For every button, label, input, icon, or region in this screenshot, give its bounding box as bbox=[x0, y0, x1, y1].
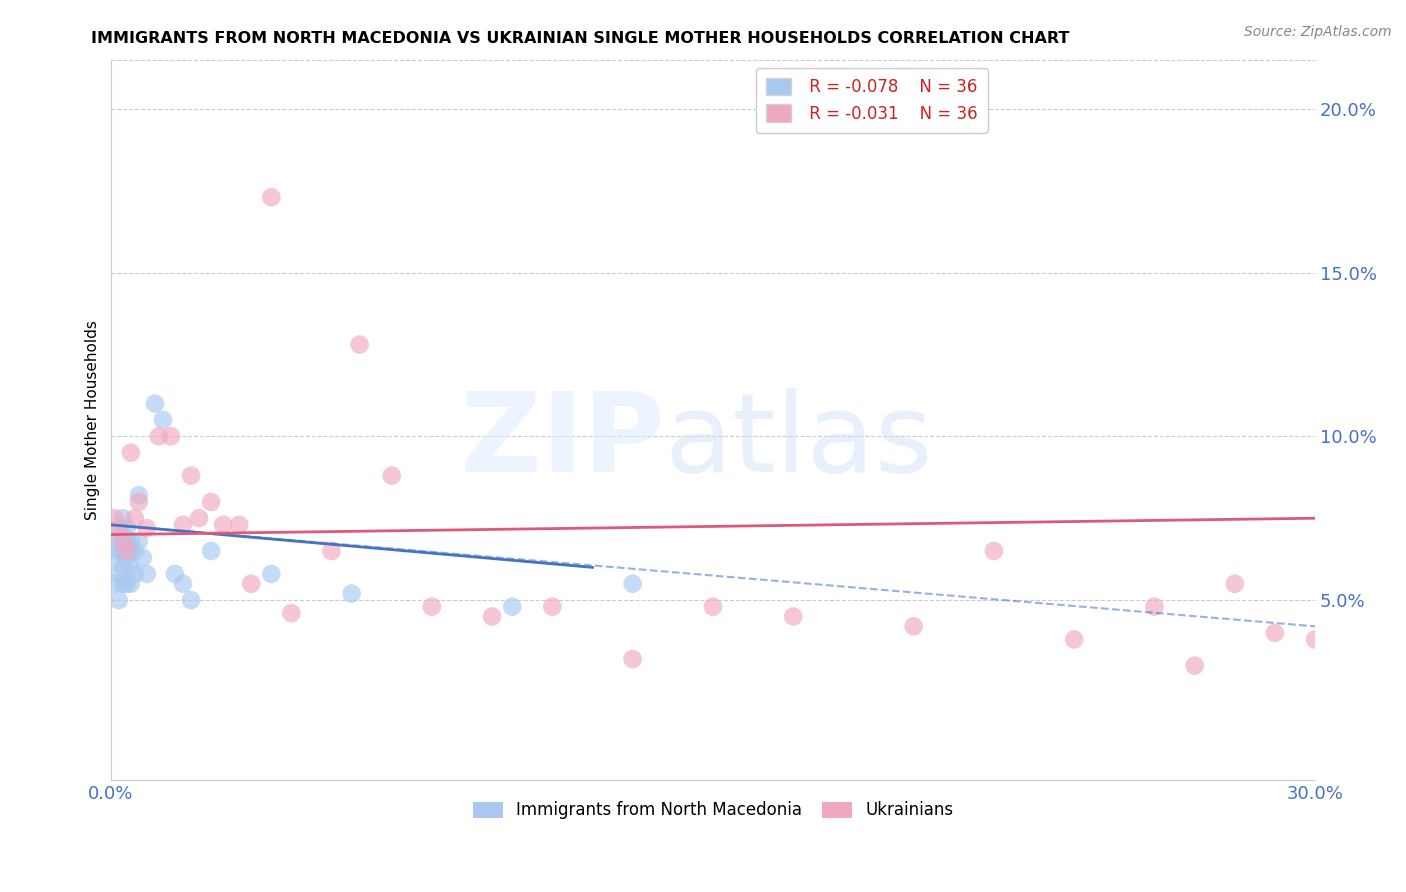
Point bbox=[349, 337, 371, 351]
Point bbox=[115, 521, 138, 535]
Text: Source: ZipAtlas.com: Source: ZipAtlas.com bbox=[1244, 25, 1392, 39]
Point bbox=[104, 550, 127, 565]
Point bbox=[120, 534, 142, 549]
Point bbox=[1063, 632, 1085, 647]
Point bbox=[107, 534, 129, 549]
Text: atlas: atlas bbox=[665, 388, 934, 495]
Point bbox=[172, 576, 194, 591]
Point bbox=[172, 517, 194, 532]
Point bbox=[128, 534, 150, 549]
Point bbox=[180, 593, 202, 607]
Point bbox=[200, 544, 222, 558]
Point bbox=[115, 576, 138, 591]
Point bbox=[212, 517, 235, 532]
Point bbox=[104, 527, 127, 541]
Text: ZIP: ZIP bbox=[461, 388, 665, 495]
Point bbox=[200, 495, 222, 509]
Point bbox=[1303, 632, 1326, 647]
Point bbox=[621, 576, 644, 591]
Point bbox=[1143, 599, 1166, 614]
Point bbox=[120, 576, 142, 591]
Point bbox=[124, 544, 146, 558]
Point bbox=[107, 593, 129, 607]
Point bbox=[983, 544, 1005, 558]
Point bbox=[260, 566, 283, 581]
Point bbox=[340, 586, 363, 600]
Point bbox=[107, 566, 129, 581]
Point bbox=[180, 468, 202, 483]
Point bbox=[124, 566, 146, 581]
Point bbox=[128, 495, 150, 509]
Point bbox=[120, 560, 142, 574]
Point bbox=[1223, 576, 1246, 591]
Point bbox=[188, 511, 211, 525]
Point bbox=[120, 446, 142, 460]
Point bbox=[135, 566, 157, 581]
Point bbox=[115, 544, 138, 558]
Point bbox=[782, 609, 804, 624]
Point bbox=[621, 652, 644, 666]
Text: IMMIGRANTS FROM NORTH MACEDONIA VS UKRAINIAN SINGLE MOTHER HOUSEHOLDS CORRELATIO: IMMIGRANTS FROM NORTH MACEDONIA VS UKRAI… bbox=[91, 31, 1070, 46]
Point bbox=[702, 599, 724, 614]
Point bbox=[240, 576, 263, 591]
Point bbox=[120, 544, 142, 558]
Point bbox=[111, 511, 134, 525]
Point bbox=[260, 190, 283, 204]
Point bbox=[107, 521, 129, 535]
Point bbox=[132, 550, 155, 565]
Point bbox=[111, 544, 134, 558]
Point bbox=[104, 576, 127, 591]
Point bbox=[107, 544, 129, 558]
Point bbox=[163, 566, 186, 581]
Point bbox=[148, 429, 170, 443]
Point bbox=[104, 511, 127, 525]
Point bbox=[1264, 626, 1286, 640]
Point bbox=[541, 599, 564, 614]
Point bbox=[160, 429, 183, 443]
Point bbox=[111, 576, 134, 591]
Y-axis label: Single Mother Households: Single Mother Households bbox=[86, 320, 100, 520]
Point bbox=[152, 413, 174, 427]
Point bbox=[420, 599, 443, 614]
Point bbox=[481, 609, 503, 624]
Point bbox=[128, 488, 150, 502]
Point bbox=[135, 521, 157, 535]
Point bbox=[143, 396, 166, 410]
Point bbox=[115, 550, 138, 565]
Point bbox=[111, 534, 134, 549]
Point bbox=[501, 599, 523, 614]
Point bbox=[111, 527, 134, 541]
Point bbox=[280, 606, 302, 620]
Point bbox=[903, 619, 925, 633]
Point bbox=[111, 560, 134, 574]
Point bbox=[1184, 658, 1206, 673]
Point bbox=[115, 534, 138, 549]
Point bbox=[124, 511, 146, 525]
Point bbox=[381, 468, 404, 483]
Legend: Immigrants from North Macedonia, Ukrainians: Immigrants from North Macedonia, Ukraini… bbox=[465, 795, 960, 826]
Point bbox=[321, 544, 343, 558]
Point bbox=[228, 517, 250, 532]
